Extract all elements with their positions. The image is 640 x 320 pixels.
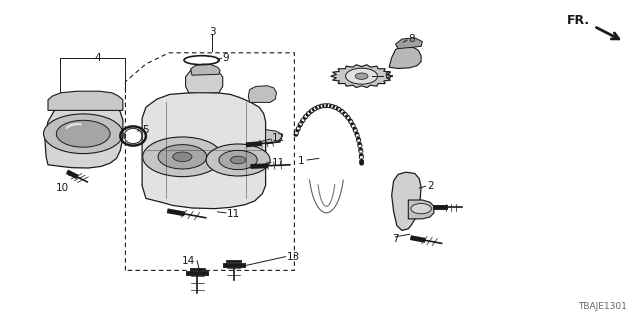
Circle shape xyxy=(143,137,222,177)
Polygon shape xyxy=(266,130,282,144)
Text: 6: 6 xyxy=(384,71,390,81)
Text: 7: 7 xyxy=(392,234,399,244)
Polygon shape xyxy=(392,172,421,230)
Text: 4: 4 xyxy=(94,52,100,63)
Text: 11: 11 xyxy=(227,209,241,219)
Text: 2: 2 xyxy=(428,180,434,191)
Text: 8: 8 xyxy=(408,34,415,44)
Polygon shape xyxy=(191,64,220,75)
Circle shape xyxy=(230,156,246,164)
Circle shape xyxy=(44,114,123,154)
Text: TBAJE1301: TBAJE1301 xyxy=(579,302,627,311)
Text: 10: 10 xyxy=(56,183,69,193)
Text: FR.: FR. xyxy=(566,14,589,27)
Circle shape xyxy=(355,73,368,79)
Polygon shape xyxy=(48,91,123,110)
Polygon shape xyxy=(396,38,422,49)
Circle shape xyxy=(219,150,257,170)
Polygon shape xyxy=(389,46,421,68)
Text: 11: 11 xyxy=(272,157,285,168)
Text: 5: 5 xyxy=(142,124,148,135)
Polygon shape xyxy=(331,65,392,87)
Circle shape xyxy=(158,145,207,169)
Text: 3: 3 xyxy=(209,27,216,37)
Polygon shape xyxy=(408,200,434,219)
Text: 9: 9 xyxy=(223,52,229,63)
Circle shape xyxy=(411,204,431,214)
Polygon shape xyxy=(45,99,123,168)
Text: 13: 13 xyxy=(287,252,300,262)
Circle shape xyxy=(206,144,270,176)
Text: 14: 14 xyxy=(182,256,195,266)
Polygon shape xyxy=(248,86,276,102)
Circle shape xyxy=(346,68,378,84)
Text: 12: 12 xyxy=(271,133,285,143)
Polygon shape xyxy=(186,67,223,93)
Polygon shape xyxy=(142,92,266,209)
Circle shape xyxy=(173,152,192,162)
Text: 1: 1 xyxy=(298,156,305,166)
Circle shape xyxy=(56,120,110,147)
